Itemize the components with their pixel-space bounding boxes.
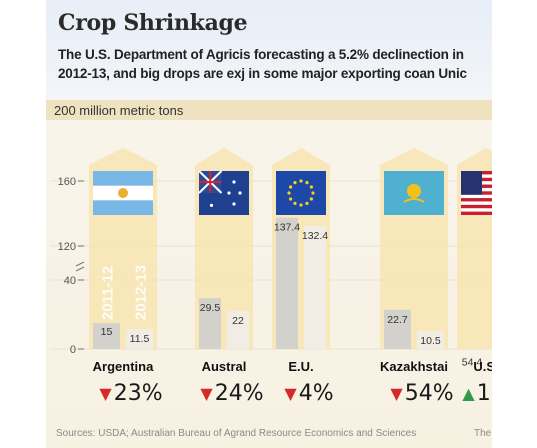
bar-value-label: 54.4 — [462, 357, 483, 369]
flag-sun — [407, 184, 421, 198]
y-tick-label: 0 — [70, 344, 76, 356]
chart-subtitle-line-1: The U.S. Department of Agricis forecasti… — [58, 47, 464, 62]
bar-value-label: 132.4 — [302, 230, 328, 242]
flag-field — [276, 171, 326, 215]
flag-star — [289, 197, 293, 201]
change-value: 24% — [214, 381, 264, 406]
flag-stripe — [461, 198, 492, 202]
flag-star — [299, 179, 303, 183]
flag-star — [232, 202, 236, 206]
bar-value-label: 10.5 — [420, 335, 441, 347]
change-value: 54% — [404, 381, 454, 406]
bar — [384, 309, 411, 349]
chart-card: Crop Shrinkage The U.S. Department of Ag… — [46, 0, 492, 448]
eu-flag — [276, 171, 326, 215]
bar-value-label: 22.7 — [387, 314, 408, 326]
flag-sun — [118, 188, 128, 198]
category-label: E.U. — [288, 359, 314, 374]
change-value: 13% — [476, 381, 492, 406]
bar — [199, 298, 221, 349]
sources-note: Sources: USDA; Australian Bureau of Agra… — [56, 428, 417, 439]
bar — [93, 323, 120, 349]
kazakhstan-flag — [384, 171, 444, 215]
y-tick-label: 160 — [58, 176, 76, 188]
bar-value-label: 29.5 — [200, 302, 221, 314]
change-label: ▼ 24% — [200, 381, 263, 406]
down-triangle-icon: ▼ — [99, 384, 112, 403]
flag-star — [238, 191, 242, 195]
up-triangle-icon: ▲ — [462, 384, 475, 403]
flag-star — [305, 181, 309, 185]
flag-star — [299, 203, 303, 207]
bar-value-label: 15 — [101, 326, 113, 338]
flag-cross — [199, 171, 222, 193]
axis-break-mark — [75, 261, 85, 272]
down-triangle-icon: ▼ — [284, 384, 297, 403]
bar — [276, 217, 298, 349]
flag-stripe — [461, 211, 492, 215]
y-tick-label: 120 — [58, 241, 76, 253]
series-label: 2012-13 — [133, 265, 150, 320]
unit-band — [46, 100, 492, 120]
flag-star — [293, 201, 297, 205]
bar — [227, 311, 249, 349]
flag-star — [227, 191, 231, 195]
flag-star — [309, 185, 313, 189]
bar — [126, 329, 153, 349]
unit-label: 200 million metric tons — [54, 103, 184, 118]
bar-value-label: 11.5 — [130, 333, 150, 345]
flag-star — [232, 180, 236, 184]
bar-value-label: 22 — [232, 315, 244, 327]
sources-note-tail: The — [474, 428, 492, 439]
usa-flag — [461, 171, 492, 215]
bar-value-label: 137.4 — [274, 222, 300, 234]
series-label: 2011-12 — [100, 266, 117, 320]
flag-star — [209, 203, 214, 207]
flag-star — [293, 181, 297, 185]
flag-star — [287, 191, 291, 195]
down-triangle-icon: ▼ — [200, 384, 213, 403]
flag-stripe — [461, 204, 492, 209]
chart-title: Crop Shrinkage — [58, 10, 248, 36]
bar — [417, 330, 444, 349]
category-label: Kazakhstai — [380, 359, 448, 374]
change-label: ▼ 23% — [99, 381, 162, 406]
y-tick-label: 40 — [64, 275, 76, 287]
change-value: 4% — [298, 381, 334, 406]
argentina-flag — [93, 171, 153, 215]
change-label: ▼ 54% — [390, 381, 453, 406]
flag-canton — [461, 171, 482, 195]
australia-flag — [198, 170, 249, 215]
flag-eagle — [403, 198, 425, 203]
chart-subtitle-line-2: 2012-13, and big drops are exj in some m… — [58, 66, 467, 81]
down-triangle-icon: ▼ — [390, 384, 403, 403]
category-label: Argentina — [92, 359, 154, 374]
change-value: 23% — [113, 381, 163, 406]
flag-star — [305, 201, 309, 205]
category-label: Austral — [201, 359, 247, 374]
category-label: U.S. — [473, 359, 492, 374]
change-label: ▲13% — [462, 381, 492, 406]
flag-star — [309, 197, 313, 201]
change-label: ▼ 4% — [284, 381, 333, 406]
flag-star — [311, 191, 315, 195]
flag-star — [289, 185, 293, 189]
bar — [304, 225, 326, 349]
bar-chart: 160 120 40 0 15 2011-12 11.5 2012-13 29.5 22 137.4… — [50, 148, 492, 369]
